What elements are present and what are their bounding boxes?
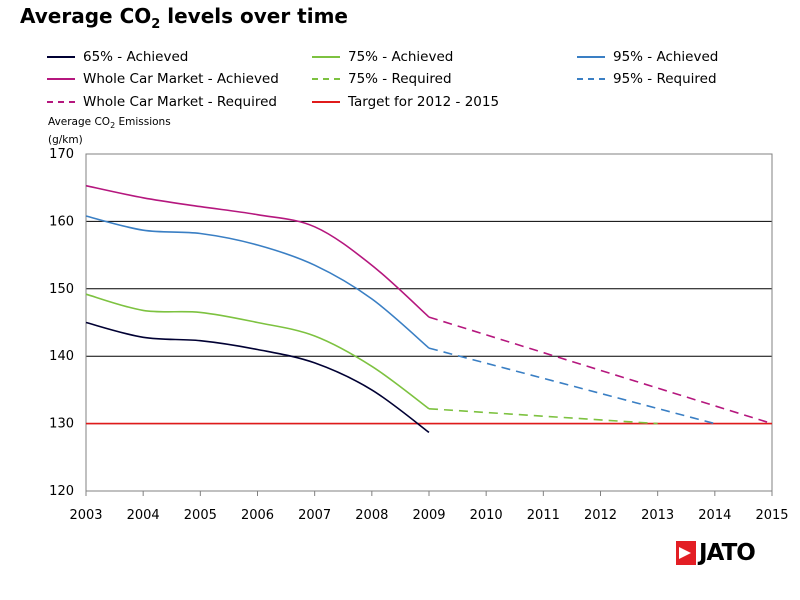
legend-swatch bbox=[47, 101, 75, 103]
x-tick-label-2014: 2014 bbox=[698, 508, 731, 523]
y-tick-label-160: 160 bbox=[49, 214, 74, 229]
legend-label: 95% - Achieved bbox=[613, 49, 719, 65]
legend-label: Whole Car Market - Achieved bbox=[83, 71, 279, 87]
legend-label: Target for 2012 - 2015 bbox=[348, 94, 500, 110]
series-line-75-required bbox=[428, 407, 658, 425]
legend-item-65-achieved: 65% - Achieved bbox=[47, 47, 188, 67]
chart-title: Average CO2 levels over time bbox=[20, 4, 348, 32]
y-axis-label: Average CO2 Emissions (g/km) bbox=[48, 116, 171, 147]
legend-label: 65% - Achieved bbox=[83, 49, 189, 65]
series-line-whole-car-market-achieved bbox=[85, 184, 430, 318]
y-tick-label-170: 170 bbox=[49, 147, 74, 162]
legend-item-75-achieved: 75% - Achieved bbox=[312, 47, 453, 67]
x-tick-label-2015: 2015 bbox=[755, 508, 788, 523]
legend-item-95-achieved: 95% - Achieved bbox=[577, 47, 718, 67]
y-tick-label-150: 150 bbox=[49, 282, 74, 297]
legend-swatch bbox=[312, 101, 340, 103]
x-tick-label-2008: 2008 bbox=[355, 508, 388, 523]
x-tick-label-2003: 2003 bbox=[69, 508, 102, 523]
series-line-whole-car-market-required bbox=[428, 316, 773, 425]
x-tick-label-2012: 2012 bbox=[584, 508, 617, 523]
legend-item-market-achieved: Whole Car Market - Achieved bbox=[47, 69, 279, 89]
legend-label: 75% - Achieved bbox=[348, 49, 454, 65]
x-tick-label-2009: 2009 bbox=[412, 508, 445, 523]
legend-label: 95% - Required bbox=[613, 71, 717, 87]
y-tick-label-130: 130 bbox=[49, 417, 74, 432]
legend-item-target: Target for 2012 - 2015 bbox=[312, 92, 499, 112]
x-tick-label-2006: 2006 bbox=[241, 508, 274, 523]
legend-item-market-required: Whole Car Market - Required bbox=[47, 92, 277, 112]
x-tick-label-2007: 2007 bbox=[298, 508, 331, 523]
series-line-75-achieved bbox=[85, 293, 430, 410]
x-tick-label-2010: 2010 bbox=[470, 508, 503, 523]
legend-label: 75% - Required bbox=[348, 71, 452, 87]
series-line-95-achieved bbox=[85, 215, 430, 349]
jato-logo: JATO bbox=[676, 540, 756, 566]
legend-swatch bbox=[577, 56, 605, 58]
legend-item-95-required: 95% - Required bbox=[577, 69, 717, 89]
x-tick-label-2011: 2011 bbox=[527, 508, 560, 523]
y-tick-label-120: 120 bbox=[49, 484, 74, 499]
legend-item-75-required: 75% - Required bbox=[312, 69, 452, 89]
x-tick-label-2013: 2013 bbox=[641, 508, 674, 523]
legend-swatch bbox=[312, 56, 340, 58]
x-tick-label-2004: 2004 bbox=[127, 508, 160, 523]
y-tick-label-140: 140 bbox=[49, 349, 74, 364]
series-line-65-achieved bbox=[85, 321, 430, 434]
x-tick-label-2005: 2005 bbox=[184, 508, 217, 523]
jato-logo-text: JATO bbox=[699, 540, 756, 566]
legend-label: Whole Car Market - Required bbox=[83, 94, 277, 110]
legend-swatch bbox=[577, 78, 605, 80]
legend-swatch bbox=[312, 78, 340, 80]
legend-swatch bbox=[47, 56, 75, 58]
legend-swatch bbox=[47, 78, 75, 80]
series-line-95-required bbox=[428, 347, 716, 425]
jato-logo-icon bbox=[676, 541, 696, 565]
